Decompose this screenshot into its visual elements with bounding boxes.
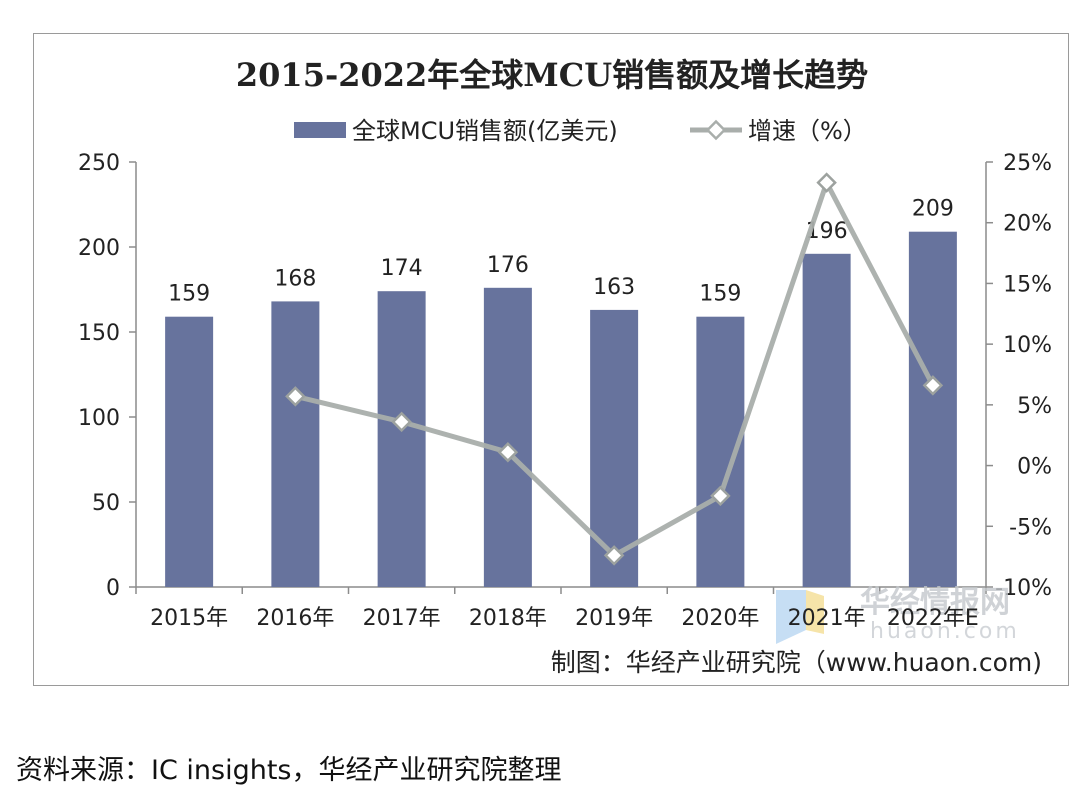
source-note: 资料来源：IC insights，华经产业研究院整理 xyxy=(16,755,562,786)
y-right-tick-label: 25% xyxy=(1003,151,1052,176)
y-left-tick-label: 200 xyxy=(78,236,120,261)
x-tick-label: 2019年 xyxy=(575,606,653,631)
growth-point-marker xyxy=(816,172,837,193)
y-left-tick-label: 0 xyxy=(106,576,120,601)
watermark: 华经情报网 huaon.com xyxy=(776,585,1020,644)
growth-point-marker xyxy=(922,375,944,396)
x-tick-label: 2015年 xyxy=(150,606,228,631)
y-right-tick-label: -5% xyxy=(1009,515,1052,540)
x-tick-label: 2022年E xyxy=(887,606,979,631)
legend-line-label: 增速（%） xyxy=(748,117,867,145)
growth-point-marker xyxy=(497,441,519,463)
bar xyxy=(271,301,320,587)
growth-line-series xyxy=(285,172,944,566)
bar-data-label: 163 xyxy=(593,275,635,300)
watermark-logo-blue xyxy=(776,590,806,644)
x-tick-label: 2018年 xyxy=(469,606,547,631)
chart-frame: 2015-2022年全球MCU销售额及增长趋势 全球MCU销售额(亿美元) 增速… xyxy=(33,33,1069,686)
x-tick-label: 2016年 xyxy=(256,606,334,631)
legend-bar-label: 全球MCU销售额(亿美元) xyxy=(352,117,618,145)
bar xyxy=(483,287,532,587)
chart-svg: 2015-2022年全球MCU销售额及增长趋势 全球MCU销售额(亿美元) 增速… xyxy=(78,56,1052,677)
bar xyxy=(908,231,957,587)
y-right-tick-label: -10% xyxy=(995,576,1052,601)
bar xyxy=(165,316,214,587)
bar-data-label: 159 xyxy=(168,282,210,307)
legend-line-marker xyxy=(705,119,727,141)
bar-data-label: 176 xyxy=(487,253,529,278)
axes: 0 50 100 150 200 250 -10% -5% 0% 5% 10% 15% 20% 25% xyxy=(78,151,1052,601)
bar-data-label: 168 xyxy=(274,266,316,291)
growth-point-marker xyxy=(285,386,306,407)
x-tick-label: 2021年 xyxy=(788,606,866,631)
y-right-tick-label: 10% xyxy=(1003,333,1052,358)
bar-data-label: 209 xyxy=(912,197,954,222)
y-right-tick-label: 0% xyxy=(1017,455,1052,480)
y-right-tick-label: 20% xyxy=(1003,212,1052,237)
growth-point-marker xyxy=(391,411,412,433)
chart-title: 2015-2022年全球MCU销售额及增长趋势 xyxy=(236,56,868,94)
y-right-tick-label: 5% xyxy=(1017,394,1052,419)
bars xyxy=(165,231,957,588)
bar-data-label: 159 xyxy=(699,282,741,307)
legend: 全球MCU销售额(亿美元) 增速（%） xyxy=(294,117,867,145)
growth-point-marker xyxy=(603,545,625,566)
y-left-tick-label: 50 xyxy=(92,491,120,516)
watermark-sub: huaon.com xyxy=(870,619,1020,644)
bar xyxy=(802,253,851,588)
bar xyxy=(377,291,426,587)
x-axis-labels: 2015年 2016年 2017年 2018年 2019年 2020年 2021年 2022年… xyxy=(150,606,979,631)
y-right-tick-label: 15% xyxy=(1003,272,1052,297)
bar-data-label: 174 xyxy=(381,256,423,281)
y-left-tick-label: 100 xyxy=(78,406,120,431)
y-left-tick-label: 150 xyxy=(78,321,120,346)
growth-point-marker xyxy=(710,485,731,507)
y-left-tick-label: 250 xyxy=(78,151,120,176)
legend-bar-swatch xyxy=(294,122,346,138)
x-tick-label: 2020年 xyxy=(681,606,759,631)
watermark-logo-yellow xyxy=(806,590,824,634)
chart-credit: 制图：华经产业研究院（www.huaon.com) xyxy=(551,648,1042,677)
watermark-text: 华经情报网 xyxy=(860,585,1010,620)
x-tick-label: 2017年 xyxy=(363,606,441,631)
